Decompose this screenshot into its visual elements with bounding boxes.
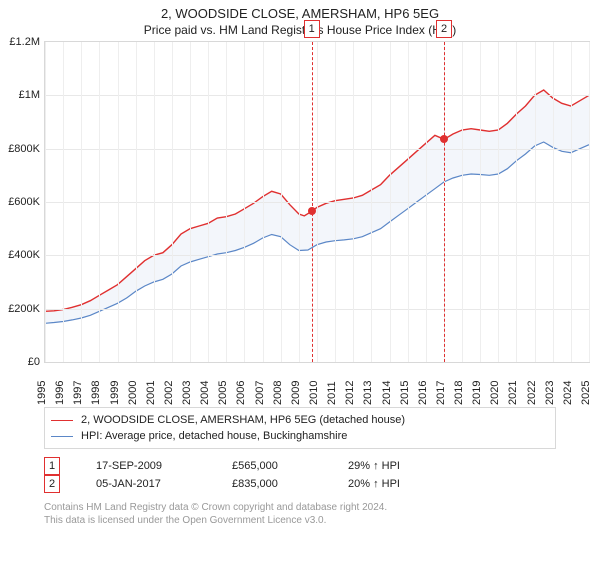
y-axis-label: £1.2M — [9, 36, 40, 48]
marker-dot — [440, 135, 448, 143]
legend-item: 2, WOODSIDE CLOSE, AMERSHAM, HP6 5EG (de… — [51, 412, 549, 428]
marker-line — [312, 42, 313, 362]
y-axis-label: £400K — [8, 249, 40, 261]
y-axis-label: £1M — [19, 89, 40, 101]
transaction-price: £565,000 — [232, 460, 312, 472]
x-axis-label: 2004 — [199, 381, 211, 405]
x-axis-label: 2012 — [344, 381, 356, 405]
x-axis-label: 1996 — [54, 381, 66, 405]
y-axis-label: £600K — [8, 196, 40, 208]
x-axis-label: 1997 — [72, 381, 84, 405]
footer-attribution: Contains HM Land Registry data © Crown c… — [44, 501, 556, 527]
x-axis-label: 2022 — [526, 381, 538, 405]
transaction-marker-ref: 2 — [44, 475, 60, 493]
x-axis-label: 2023 — [544, 381, 556, 405]
table-row: 2 05-JAN-2017 £835,000 20% ↑ HPI — [44, 475, 556, 493]
legend-label: 2, WOODSIDE CLOSE, AMERSHAM, HP6 5EG (de… — [81, 414, 405, 426]
x-axis-label: 1995 — [36, 381, 48, 405]
legend-swatch — [51, 420, 73, 421]
chart-x-axis: 1995199619971998199920002001200220032004… — [44, 363, 590, 401]
x-axis-label: 2019 — [471, 381, 483, 405]
marker-label: 2 — [436, 20, 452, 38]
x-axis-label: 2011 — [326, 381, 338, 405]
x-axis-label: 2000 — [127, 381, 139, 405]
y-axis-label: £0 — [28, 356, 40, 368]
x-axis-label: 2018 — [453, 381, 465, 405]
marker-line — [444, 42, 445, 362]
x-axis-label: 2015 — [399, 381, 411, 405]
chart-container: £0£200K£400K£600K£800K£1M£1.2M12 — [44, 41, 590, 363]
x-axis-label: 2002 — [163, 381, 175, 405]
x-axis-label: 1998 — [90, 381, 102, 405]
x-axis-label: 2020 — [489, 381, 501, 405]
transaction-date: 17-SEP-2009 — [96, 460, 196, 472]
chart-legend: 2, WOODSIDE CLOSE, AMERSHAM, HP6 5EG (de… — [44, 407, 556, 449]
transaction-price: £835,000 — [232, 478, 312, 490]
legend-label: HPI: Average price, detached house, Buck… — [81, 430, 347, 442]
x-axis-label: 1999 — [109, 381, 121, 405]
x-axis-label: 2010 — [308, 381, 320, 405]
legend-item: HPI: Average price, detached house, Buck… — [51, 428, 549, 444]
x-axis-label: 2001 — [145, 381, 157, 405]
x-axis-label: 2024 — [562, 381, 574, 405]
footer-line: Contains HM Land Registry data © Crown c… — [44, 501, 556, 514]
x-axis-label: 2009 — [290, 381, 302, 405]
marker-label: 1 — [304, 20, 320, 38]
x-axis-label: 2006 — [235, 381, 247, 405]
footer-line: This data is licensed under the Open Gov… — [44, 514, 556, 527]
legend-swatch — [51, 436, 73, 437]
x-axis-label: 2017 — [435, 381, 447, 405]
transaction-marker-ref: 1 — [44, 457, 60, 475]
x-axis-label: 2025 — [580, 381, 592, 405]
chart-plot-area: £0£200K£400K£600K£800K£1M£1.2M12 — [44, 41, 590, 363]
transaction-hpi: 20% ↑ HPI — [348, 478, 400, 490]
transaction-hpi: 29% ↑ HPI — [348, 460, 400, 472]
chart-title: 2, WOODSIDE CLOSE, AMERSHAM, HP6 5EG — [0, 6, 600, 21]
y-axis-label: £800K — [8, 143, 40, 155]
x-axis-label: 2007 — [254, 381, 266, 405]
y-axis-label: £200K — [8, 303, 40, 315]
x-axis-label: 2008 — [272, 381, 284, 405]
x-axis-label: 2016 — [417, 381, 429, 405]
marker-dot — [308, 207, 316, 215]
table-row: 1 17-SEP-2009 £565,000 29% ↑ HPI — [44, 457, 556, 475]
x-axis-label: 2021 — [507, 381, 519, 405]
x-axis-label: 2003 — [181, 381, 193, 405]
chart-subtitle: Price paid vs. HM Land Registry's House … — [0, 23, 600, 37]
transactions-table: 1 17-SEP-2009 £565,000 29% ↑ HPI 2 05-JA… — [44, 457, 556, 493]
x-axis-label: 2005 — [217, 381, 229, 405]
transaction-date: 05-JAN-2017 — [96, 478, 196, 490]
x-axis-label: 2013 — [362, 381, 374, 405]
x-axis-label: 2014 — [381, 381, 393, 405]
